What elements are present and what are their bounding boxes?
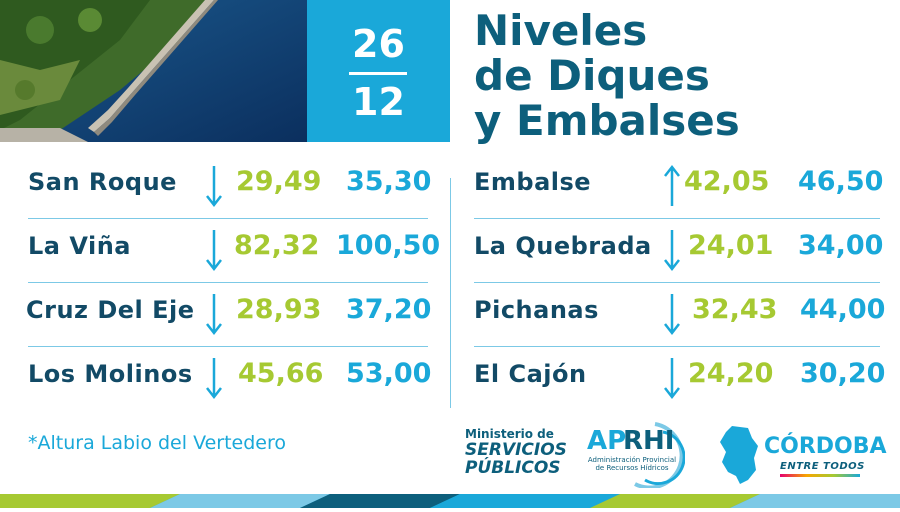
aprhi-swirl-icon	[634, 422, 685, 488]
arrow-down-icon	[206, 294, 222, 336]
aprhi-ap: AP	[587, 426, 627, 456]
spillway-level: 46,50	[798, 166, 884, 197]
cordoba-tagline: ENTRE TODOS	[780, 461, 865, 472]
ministerio-line-3: PÚBLICOS	[465, 458, 561, 478]
reservoir-name: La Quebrada	[474, 232, 652, 260]
row-divider	[28, 218, 428, 219]
row-divider	[474, 282, 880, 283]
bottom-color-bar	[0, 493, 900, 508]
dam-photo	[0, 0, 307, 142]
footnote: *Altura Labio del Vertedero	[28, 432, 286, 454]
title-line-1: Niveles	[474, 6, 648, 55]
row-divider	[28, 346, 428, 347]
reservoir-name: El Cajón	[474, 360, 587, 388]
reservoir-name: Los Molinos	[28, 360, 193, 388]
current-level: 82,32	[234, 230, 320, 261]
arrow-up-icon	[664, 164, 680, 206]
aprhi-subtitle: Administración Provincial de Recursos Hí…	[587, 456, 677, 472]
current-level: 28,93	[236, 294, 322, 325]
reservoir-name: Pichanas	[474, 296, 599, 324]
spillway-level: 44,00	[800, 294, 886, 325]
date-box: 26 12	[307, 0, 450, 142]
date-day: 26	[352, 22, 405, 66]
ministerio-logo: Ministerio de SERVICIOS PÚBLICOS	[465, 427, 567, 478]
reservoir-name: Cruz Del Eje	[26, 296, 195, 324]
spillway-level: 37,20	[346, 294, 432, 325]
current-level: 32,43	[692, 294, 778, 325]
title-line-3: y Embalses	[474, 96, 740, 145]
arrow-down-icon	[206, 358, 222, 400]
spillway-level: 30,20	[800, 358, 886, 389]
cordoba-map-icon	[720, 426, 758, 484]
reservoir-name: Embalse	[474, 168, 592, 196]
column-divider	[450, 178, 451, 408]
aprhi-rhi: RHI	[623, 426, 675, 456]
arrow-down-icon	[664, 294, 680, 336]
date-separator	[349, 72, 407, 75]
date-month: 12	[352, 80, 405, 124]
current-level: 45,66	[238, 358, 324, 389]
arrow-down-icon	[206, 166, 222, 208]
aprhi-logo: AP RHI Administración Provincial de Recu…	[585, 418, 685, 488]
current-level: 29,49	[236, 166, 322, 197]
spillway-level: 100,50	[336, 230, 441, 261]
cordoba-name: CÓRDOBA	[764, 434, 887, 459]
arrow-down-icon	[664, 230, 680, 272]
current-level: 24,01	[688, 230, 774, 261]
row-divider	[474, 218, 880, 219]
ministerio-line-1: Ministerio de	[465, 427, 554, 441]
cordoba-tagline-bar	[780, 474, 860, 477]
current-level: 24,20	[688, 358, 774, 389]
row-divider	[28, 282, 428, 283]
cordoba-logo: CÓRDOBA ENTRE TODOS	[718, 420, 888, 490]
page-title: Niveles de Diques y Embalses	[474, 8, 740, 143]
spillway-level: 53,00	[346, 358, 432, 389]
spillway-level: 35,30	[346, 166, 432, 197]
arrow-down-icon	[664, 358, 680, 400]
arrow-down-icon	[206, 230, 222, 272]
row-divider	[474, 346, 880, 347]
title-line-2: de Diques	[474, 51, 710, 100]
reservoir-name: La Viña	[28, 232, 132, 260]
current-level: 42,05	[684, 166, 770, 197]
spillway-level: 34,00	[798, 230, 884, 261]
reservoir-name: San Roque	[28, 168, 177, 196]
ministerio-line-2: SERVICIOS	[465, 440, 567, 460]
